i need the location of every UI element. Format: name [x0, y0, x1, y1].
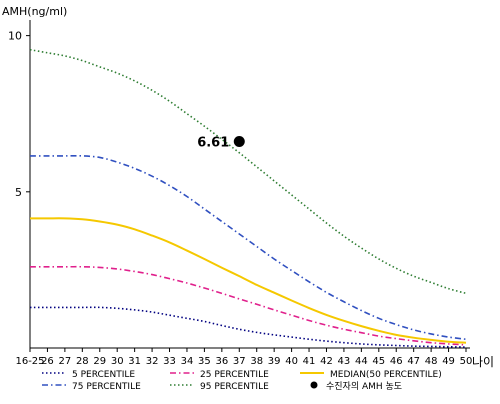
x-tick-label: 37 [233, 356, 246, 367]
x-tick-label: 36 [215, 356, 228, 367]
y-tick-label: 5 [15, 186, 22, 199]
x-tick-label: 41 [303, 356, 316, 367]
legend-label-5-percentile: 5 PERCENTILE [72, 370, 135, 380]
x-tick-label: 42 [320, 356, 333, 367]
x-tick-label: 29 [93, 356, 106, 367]
series-line-5-percentile [29, 306, 467, 348]
legend-label-25-percentile: 25 PERCENTILE [200, 370, 269, 380]
x-tick-label: 34 [181, 356, 194, 367]
series-lines [29, 48, 467, 348]
x-tick-label: 28 [76, 356, 89, 367]
x-tick-label: 38 [250, 356, 263, 367]
x-tick-label: 30 [111, 356, 124, 367]
x-tick-label: 39 [268, 356, 281, 367]
series-line-25-percentile [30, 265, 467, 346]
legend-label-patient: 수진자의 AMH 농도 [326, 381, 402, 392]
patient-value-label: 6.61 [197, 136, 229, 151]
series-line-95-percentile [29, 48, 467, 295]
axes [29, 20, 470, 349]
legend: 5 PERCENTILE 25 PERCENTILE MEDIAN(50 PERCE… [42, 370, 442, 392]
x-tick-label: 33 [163, 356, 176, 367]
x-axis-title: 나이 [472, 355, 494, 369]
x-tick-label: 43 [338, 356, 351, 367]
patient-marker: 6.61 [197, 136, 245, 151]
y-tick-label: 10 [8, 30, 22, 43]
x-tick-label: 26 [41, 356, 54, 367]
x-tick-label: 27 [59, 356, 72, 367]
x-tick-label: 35 [198, 356, 211, 367]
y-axis-title: AMH(ng/ml) [2, 5, 67, 18]
series-line-75-percentile [30, 154, 467, 341]
x-tick-label: 31 [128, 356, 141, 367]
x-tick-label: 47 [407, 356, 420, 367]
legend-label-median-50-percentile: MEDIAN(50 PERCENTILE) [330, 370, 442, 380]
legend-label-95-percentile: 95 PERCENTILE [200, 382, 269, 392]
x-tick-label: 50 [460, 356, 473, 367]
y-ticks: 10 5 [8, 30, 30, 199]
x-tick-label: 45 [372, 356, 385, 367]
x-tick-label: 32 [146, 356, 159, 367]
x-tick-label: 40 [285, 356, 298, 367]
x-tick-label: 46 [390, 356, 403, 367]
patient-point [233, 136, 245, 148]
series-line-median-50-percentile [29, 217, 467, 344]
x-tick-label: 48 [425, 356, 438, 367]
x-tick-label: 16-25 [15, 356, 44, 367]
x-tick-label: 49 [442, 356, 455, 367]
legend-swatch-patient [310, 381, 318, 389]
legend-label-75-percentile: 75 PERCENTILE [72, 382, 141, 392]
x-tick-label: 44 [355, 356, 368, 367]
